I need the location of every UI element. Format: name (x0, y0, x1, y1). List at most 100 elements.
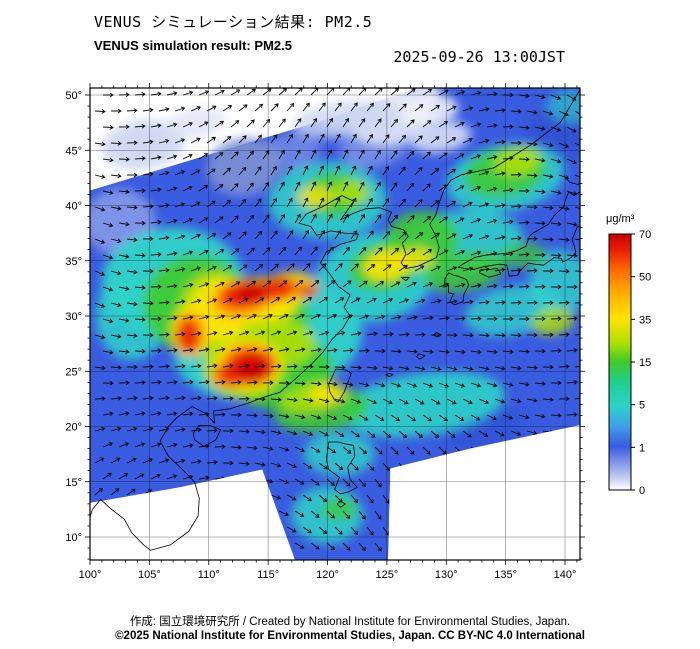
wind-arrow (558, 206, 570, 211)
wind-arrow (334, 133, 341, 144)
wind-arrow (278, 446, 290, 452)
y-axis-tick-label: 50° (65, 90, 82, 102)
wind-arrow (134, 253, 146, 258)
wind-arrow (454, 90, 466, 96)
wind-arrow (206, 200, 216, 208)
wind-arrow (326, 414, 337, 420)
wind-arrow (358, 118, 366, 128)
wind-arrow (126, 364, 138, 370)
wind-arrow (246, 119, 255, 128)
wind-arrow (422, 183, 431, 192)
wind-arrow (503, 92, 514, 98)
wind-arrow (422, 414, 432, 422)
wind-arrow (382, 198, 390, 208)
wind-arrow (438, 121, 449, 128)
wind-arrow (534, 252, 546, 258)
wind-arrow (294, 313, 305, 320)
wind-arrow (510, 109, 522, 114)
map-frame (89, 87, 581, 561)
coastline (443, 272, 470, 306)
wind-arrow (190, 363, 202, 369)
wind-arrow (398, 298, 410, 304)
wind-arrow (166, 315, 178, 321)
wind-arrow (102, 190, 114, 195)
wind-arrow (342, 213, 349, 224)
wind-arrow (430, 232, 440, 240)
wind-arrow (574, 300, 580, 305)
wind-arrow (246, 380, 258, 385)
wind-arrow (470, 122, 482, 128)
wind-arrow (111, 108, 122, 114)
wind-arrow (382, 264, 392, 272)
wind-arrow (182, 443, 194, 448)
wind-arrow (550, 348, 562, 354)
wind-arrow (558, 110, 569, 117)
wind-arrow (526, 430, 538, 436)
wind-arrow (454, 121, 465, 128)
wind-arrow (150, 411, 162, 416)
coastline (416, 353, 426, 360)
wind-arrow (174, 395, 186, 401)
wind-arrow (294, 246, 302, 256)
colorbar-units-label: μg/m³ (606, 213, 635, 225)
wind-arrow (342, 149, 349, 160)
wind-arrow (270, 165, 277, 176)
wind-arrow (374, 348, 386, 354)
wind-arrow (438, 282, 450, 288)
wind-arrow (198, 314, 210, 320)
wind-arrow (142, 268, 154, 274)
wind-arrow (494, 108, 506, 113)
wind-arrow (230, 151, 239, 160)
wind-arrow (366, 102, 374, 112)
wind-arrow (542, 364, 554, 370)
wind-arrow (534, 316, 546, 322)
wind-arrow (110, 457, 121, 464)
wind-arrow (158, 107, 170, 112)
wind-arrow (326, 478, 336, 487)
wind-arrow (478, 138, 490, 144)
wind-arrow (126, 426, 138, 432)
wind-arrow (134, 156, 146, 161)
wind-arrow (230, 314, 242, 320)
wind-arrow (270, 363, 282, 369)
wind-arrow (374, 414, 385, 421)
wind-arrow (566, 316, 578, 321)
coastline (90, 88, 580, 551)
wind-arrow (270, 430, 282, 435)
wind-arrow (518, 220, 530, 225)
wind-arrow (238, 135, 247, 144)
wind-arrow (414, 366, 426, 371)
wind-arrow (110, 302, 122, 308)
wind-arrow (262, 150, 270, 160)
field-blob (332, 180, 371, 205)
wind-arrow (174, 234, 186, 240)
wind-arrow (382, 398, 393, 405)
wind-arrow (374, 214, 382, 224)
wind-arrow (326, 117, 333, 128)
wind-arrow (94, 238, 106, 244)
wind-arrow (502, 414, 514, 420)
wind-arrow (246, 347, 258, 352)
wind-arrow (366, 133, 373, 144)
wind-arrow (486, 218, 498, 224)
wind-arrow (302, 297, 313, 304)
wind-arrow (566, 190, 578, 196)
wind-arrow (350, 133, 357, 144)
wind-arrow (318, 102, 326, 112)
field-blob (206, 137, 283, 196)
wind-arrow (382, 462, 391, 472)
field-blob (321, 498, 358, 521)
wind-arrow (350, 197, 357, 208)
wind-arrow (526, 398, 538, 403)
wind-arrow (270, 397, 282, 402)
wind-arrow (166, 122, 178, 128)
wind-arrow (446, 169, 456, 176)
wind-arrow (302, 494, 312, 502)
wind-arrow (166, 91, 178, 96)
wind-arrow (254, 166, 262, 176)
wind-arrow (190, 137, 201, 144)
wind-arrow (182, 90, 194, 96)
wind-arrow (550, 158, 562, 164)
coastline (192, 425, 221, 447)
field-blob (398, 247, 435, 270)
